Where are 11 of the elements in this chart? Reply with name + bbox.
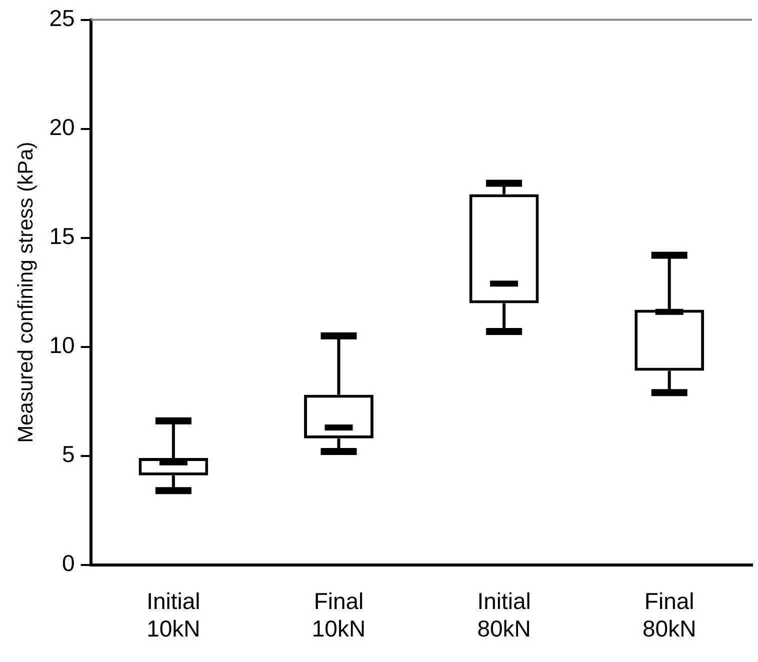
x-tick-label: Final 80kN <box>642 588 696 642</box>
x-tick-label: Initial 80kN <box>477 588 531 642</box>
y-tick-label: 20 <box>49 114 75 140</box>
y-tick-label: 15 <box>49 223 75 250</box>
y-tick-label: 0 <box>62 550 75 576</box>
x-tick-label: Initial 10kN <box>146 588 200 642</box>
x-tick-label: Final 10kN <box>312 588 366 642</box>
y-axis-title: Measured confining stress (kPa) <box>14 142 38 443</box>
y-tick-label: 10 <box>49 332 75 358</box>
y-tick-label: 5 <box>62 441 75 468</box>
y-tick-label: 25 <box>49 5 75 32</box>
